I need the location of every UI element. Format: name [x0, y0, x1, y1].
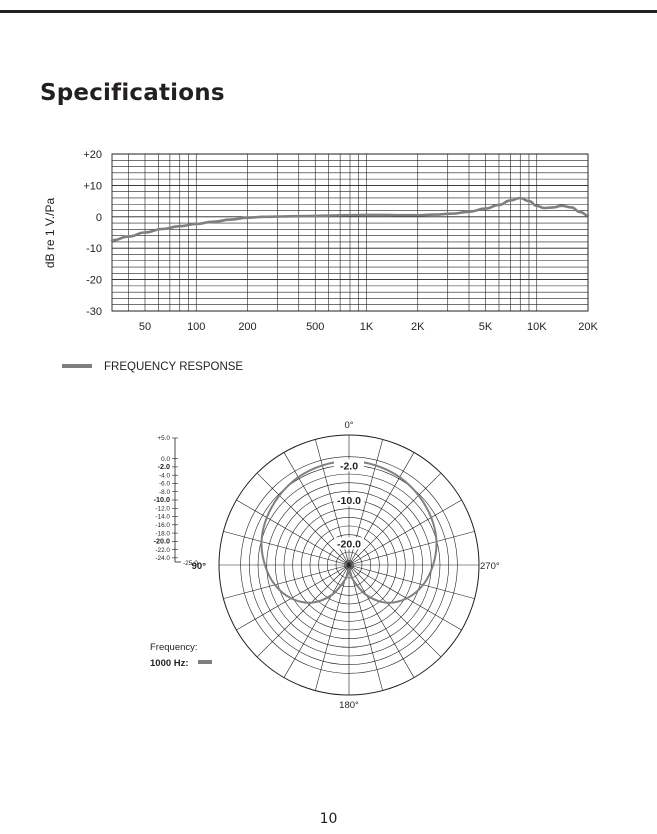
polar-legend-title: Frequency: — [150, 642, 198, 653]
ring-label: -2.0 — [340, 460, 358, 472]
legend-swatch — [62, 364, 92, 368]
y-tick-label: +20 — [83, 149, 102, 161]
x-tick-label: 200 — [238, 321, 256, 333]
angle-label: 90° — [192, 561, 207, 572]
scale-label: -2.0 — [158, 462, 170, 471]
ring-label: -10.0 — [337, 495, 361, 507]
polar-ring — [309, 525, 389, 605]
scale-label: 0.0 — [161, 456, 170, 463]
scale-label: -14.0 — [155, 514, 170, 521]
ring-label-bg — [334, 537, 364, 550]
header-rule — [0, 10, 657, 13]
polar-ring — [266, 482, 432, 648]
scale-label: -25.0 — [183, 560, 198, 567]
scale-label: +5.0 — [157, 435, 170, 442]
x-tick-label: 20K — [578, 321, 598, 333]
scale-label: -12.0 — [155, 505, 170, 512]
scale-label: -10.0 — [154, 495, 170, 504]
angle-label: 0° — [344, 420, 353, 431]
angle-label: 180° — [339, 700, 359, 711]
y-tick-label: +10 — [83, 180, 102, 192]
scale-label: -18.0 — [155, 530, 170, 537]
plot-frame — [111, 153, 589, 312]
scale-label: -24.0 — [155, 555, 170, 562]
polar-ring — [240, 456, 458, 674]
polar-ring — [275, 491, 423, 639]
y-axis-label: dB re 1 V./Pa — [43, 198, 57, 269]
x-tick-label: 100 — [187, 321, 205, 333]
scale-label: -16.0 — [155, 522, 170, 529]
scale-label: -20.0 — [154, 537, 170, 546]
page-title: Specifications — [40, 80, 225, 106]
polar-legend-label: 1000 Hz: — [150, 658, 189, 669]
polar-legend-swatch — [198, 660, 212, 664]
x-tick-label: 50 — [139, 321, 151, 333]
x-tick-label: 2K — [411, 321, 425, 333]
frequency-response-line — [110, 196, 590, 242]
y-tick-label: 0 — [96, 212, 102, 224]
x-tick-label: 500 — [306, 321, 324, 333]
polar-ring — [318, 534, 380, 596]
y-tick-label: -20 — [86, 275, 102, 287]
legend-label: FREQUENCY RESPONSE — [104, 361, 243, 373]
scale-label: -6.0 — [159, 481, 170, 488]
scale-label: -4.0 — [159, 472, 170, 479]
polar-ring — [301, 517, 397, 613]
polar-pattern-curve — [260, 459, 438, 604]
y-tick-label: -10 — [86, 243, 102, 255]
polar-ring — [292, 508, 406, 622]
x-tick-label: 5K — [479, 321, 493, 333]
x-tick-label: 10K — [527, 321, 547, 333]
polar-ring — [335, 551, 363, 579]
polar-outer-ring — [218, 434, 480, 696]
y-tick-label: -30 — [86, 306, 102, 318]
polar-ring — [257, 473, 441, 657]
ring-label-bg — [334, 494, 364, 506]
ring-label-bg — [334, 459, 364, 472]
angle-label: 270° — [480, 561, 500, 572]
scale-label: -8.0 — [159, 489, 170, 496]
scale-label: -22.0 — [155, 547, 170, 554]
ring-label: -20.0 — [337, 538, 361, 550]
page-number: 10 — [319, 811, 338, 827]
x-tick-label: 1K — [360, 321, 374, 333]
